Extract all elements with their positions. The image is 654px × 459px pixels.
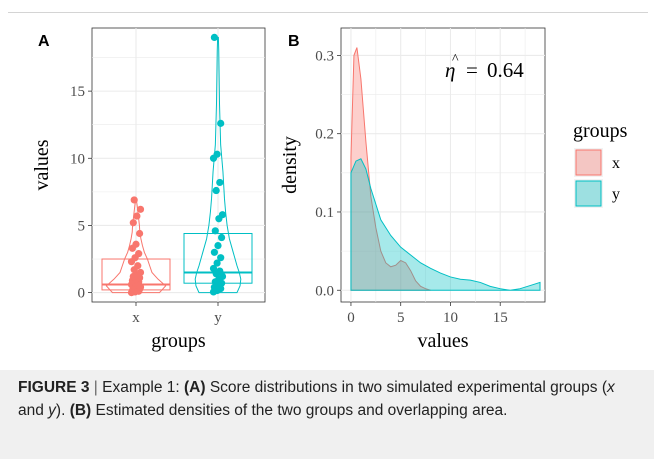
y-tick-label: 15 bbox=[70, 84, 85, 100]
panel-b-plot-area bbox=[340, 27, 546, 303]
density-area-x bbox=[350, 47, 431, 291]
panel-b-axes: 0.0 0.1 0.2 0.3 0 5 10 15 bbox=[315, 48, 507, 326]
annotation-equals: = bbox=[466, 58, 478, 82]
point-x bbox=[136, 205, 145, 213]
point-y bbox=[210, 33, 218, 42]
caption-text-b: Estimated densities of the two groups an… bbox=[95, 402, 508, 419]
caption-text-a1: Score distributions in two simulated exp… bbox=[209, 379, 608, 396]
point-y bbox=[210, 248, 218, 256]
point-y bbox=[213, 259, 221, 267]
caption-var-x: x bbox=[607, 379, 615, 396]
panel-b-annotation: η ^ = 0.64 bbox=[445, 52, 524, 82]
caption-text-and: and bbox=[18, 402, 49, 419]
panel-a-axes: 0 5 10 15 x y bbox=[70, 84, 222, 326]
point-y bbox=[217, 119, 225, 127]
point-y bbox=[218, 233, 226, 242]
panel-a-y-axis-label: values bbox=[31, 139, 53, 190]
legend: groups xy bbox=[573, 120, 628, 208]
caption-separator: | bbox=[93, 379, 98, 396]
legend-label-y: y bbox=[612, 186, 620, 203]
caption-figure-label: FIGURE 3 bbox=[18, 379, 90, 396]
y-tick-label: 0.2 bbox=[315, 127, 334, 143]
panel-a-points bbox=[127, 33, 227, 297]
y-tick-label: 0 bbox=[78, 286, 86, 302]
panel-b-x-axis-label: values bbox=[417, 330, 468, 352]
point-x bbox=[136, 229, 144, 238]
annotation-value: 0.64 bbox=[487, 58, 524, 82]
point-y bbox=[213, 150, 221, 158]
figure-caption: FIGURE 3 | Example 1: (A) Score distribu… bbox=[18, 376, 638, 422]
point-x bbox=[133, 212, 141, 220]
point-y bbox=[218, 211, 227, 219]
eta-hat-symbol: η bbox=[445, 58, 455, 82]
point-x bbox=[130, 196, 138, 204]
caption-part-a: (A) bbox=[184, 379, 206, 396]
legend-label-x: x bbox=[612, 155, 620, 172]
point-y bbox=[217, 254, 225, 262]
panel-a-x-axis-label: groups bbox=[151, 330, 206, 352]
x-tick-label: x bbox=[132, 310, 140, 326]
point-x bbox=[132, 240, 140, 248]
x-tick-label: 15 bbox=[493, 310, 508, 326]
panel-b-y-axis-label: density bbox=[279, 136, 301, 194]
point-x bbox=[134, 262, 142, 270]
legend-key-bg bbox=[574, 148, 603, 177]
panel-b-label: B bbox=[288, 33, 300, 50]
panel-a-label: A bbox=[38, 33, 50, 50]
panel-b-density-areas bbox=[350, 47, 541, 291]
caption-intro: Example 1: bbox=[102, 379, 180, 396]
x-tick-label: 5 bbox=[397, 310, 405, 326]
caption-var-y: y bbox=[48, 402, 56, 419]
point-y bbox=[214, 241, 222, 250]
legend-title: groups bbox=[573, 120, 628, 142]
y-tick-label: 0.0 bbox=[315, 283, 334, 299]
panel-a-plot-area bbox=[91, 27, 266, 303]
x-tick-label: y bbox=[214, 310, 222, 326]
y-tick-label: 0.1 bbox=[315, 205, 334, 221]
x-tick-label: 10 bbox=[443, 310, 458, 326]
point-y bbox=[212, 186, 220, 195]
eta-hat-caret: ^ bbox=[452, 52, 459, 67]
density-area-y bbox=[350, 158, 541, 291]
caption-background bbox=[0, 370, 654, 459]
point-y bbox=[218, 272, 227, 281]
legend-key-bg bbox=[574, 179, 603, 208]
point-x bbox=[135, 250, 143, 258]
point-y bbox=[209, 264, 218, 273]
point-x bbox=[129, 219, 137, 227]
panel-a: A 0 5 10 15 x y values groups bbox=[31, 27, 266, 352]
point-y bbox=[216, 267, 224, 275]
legend-key-x bbox=[575, 149, 602, 176]
caption-text-a2: ). bbox=[55, 402, 66, 419]
point-y bbox=[216, 178, 224, 187]
y-tick-label: 10 bbox=[70, 151, 85, 167]
y-tick-label: 0.3 bbox=[315, 48, 334, 64]
top-rule bbox=[8, 12, 648, 13]
legend-key-y bbox=[575, 180, 602, 207]
point-x bbox=[136, 268, 145, 277]
caption-part-b: (B) bbox=[69, 402, 92, 419]
x-tick-label: 0 bbox=[347, 310, 355, 326]
y-tick-label: 5 bbox=[78, 218, 86, 234]
point-y bbox=[211, 227, 219, 235]
panel-b-grid bbox=[341, 28, 545, 302]
panel-b: B 0.00.10.20.30 5 10 15 η ^ = 0.64 density … bbox=[279, 27, 546, 352]
